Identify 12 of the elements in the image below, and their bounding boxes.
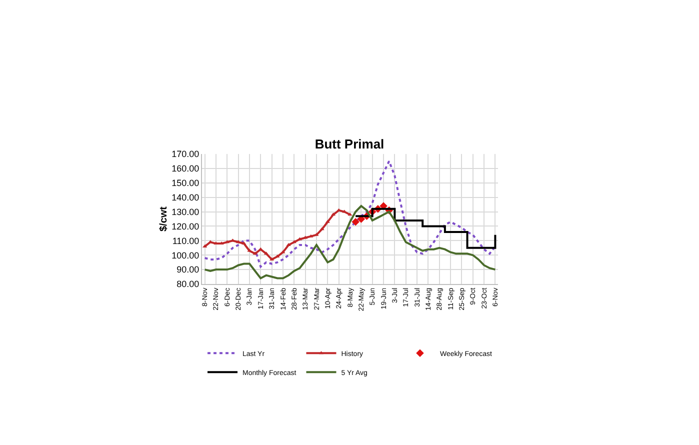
y-tick-label: 100.00	[172, 250, 200, 260]
y-tick-label: 110.00	[172, 236, 200, 246]
y-tick-label: 140.00	[172, 192, 200, 202]
y-tick-label: 150.00	[172, 178, 200, 188]
y-axis-title: $/cwt	[158, 206, 170, 232]
y-tick-label: 160.00	[172, 164, 200, 174]
y-tick-label: 80.00	[176, 279, 200, 290]
chart-title: Butt Primal	[314, 136, 384, 152]
y-tick-label: 170.00	[172, 149, 200, 160]
y-tick-label: 90.00	[176, 264, 200, 275]
y-tick-label: 130.00	[172, 206, 200, 217]
y-tick-label: 120.00	[172, 221, 200, 232]
